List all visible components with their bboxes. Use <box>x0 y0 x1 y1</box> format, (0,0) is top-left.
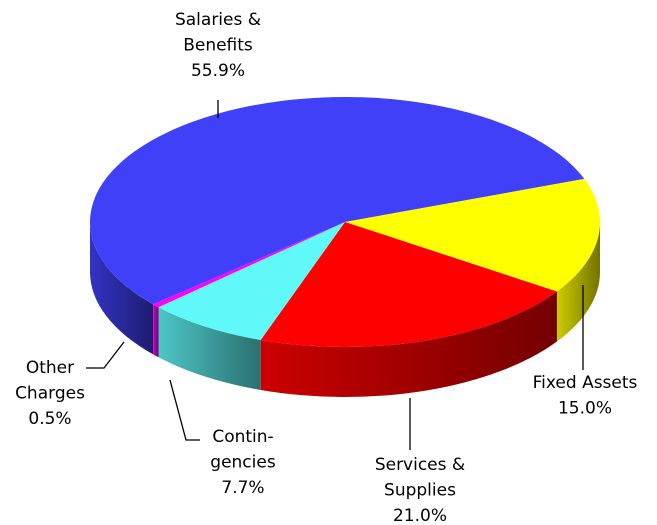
category-label: Charges <box>15 384 85 404</box>
leader-line <box>86 341 125 369</box>
category-label: gencies <box>210 453 276 473</box>
slice <box>345 178 600 292</box>
slice <box>153 222 345 308</box>
slice-side <box>90 222 154 355</box>
category-label: Other <box>26 358 74 378</box>
slice-side <box>260 291 557 397</box>
category-label: Fixed Assets <box>533 373 638 393</box>
slice-side <box>158 307 261 390</box>
value-label: 21.0% <box>393 506 447 525</box>
category-label: Contin- <box>212 427 273 447</box>
category-label: Benefits <box>183 36 253 56</box>
value-label: 55.9% <box>191 61 245 81</box>
category-label: Services & <box>375 455 465 475</box>
category-label: Salaries & <box>175 10 261 30</box>
slice <box>90 97 585 305</box>
value-label: 0.5% <box>28 409 71 429</box>
slice-side <box>556 222 600 342</box>
leader-line <box>169 379 200 441</box>
leader-lines <box>86 100 584 450</box>
slice <box>260 222 557 347</box>
slice <box>158 222 345 340</box>
slice-side <box>153 304 159 358</box>
labels: Salaries & Benefits 55.9% Fixed Assets 15.0%… <box>15 10 637 525</box>
value-label: 15.0% <box>558 399 612 419</box>
value-label: 7.7% <box>221 478 264 498</box>
pie <box>90 97 600 397</box>
category-label: Supplies <box>384 481 456 501</box>
